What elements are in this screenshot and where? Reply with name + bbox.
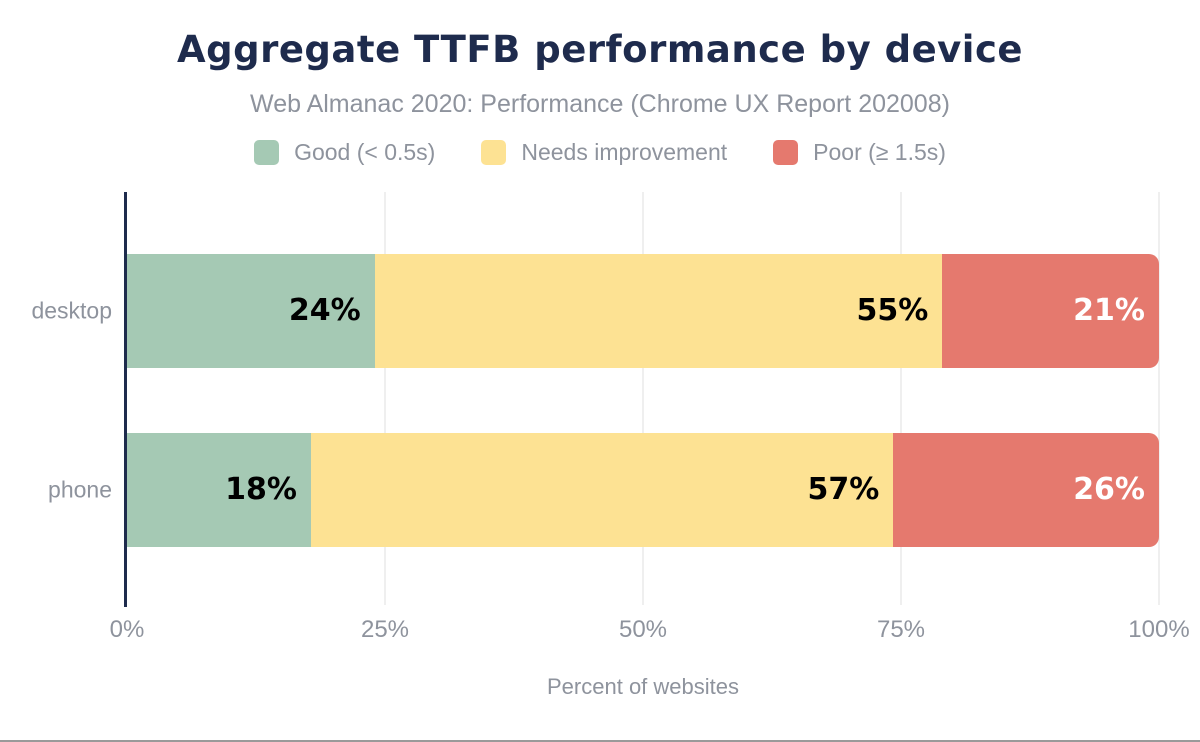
bar-segment: 24% [127,254,375,368]
bar-row: 24% 55% 21% [127,254,1159,368]
category-label: phone [48,476,112,503]
x-tick-label: 100% [1128,616,1190,643]
legend-item: Poor (≥ 1.5s) [773,140,946,165]
chart-title: Aggregate TTFB performance by device [176,28,1023,71]
bar-segment: 18% [127,433,311,547]
legend: Good (< 0.5s) Needs improvement Poor (≥ 1.… [0,140,1200,165]
gridline [900,192,902,605]
bar-value-label: 55% [856,293,929,328]
category-label: desktop [31,297,112,324]
gridline [1158,192,1160,605]
gridline [384,192,386,605]
x-axis-title: Percent of websites [547,674,739,699]
x-tick-label: 0% [109,616,145,643]
bar-value-label: 18% [225,472,297,507]
bar-segment: 57% [310,433,894,547]
bar-segment: 21% [942,254,1159,368]
x-tick-label: 75% [876,616,926,643]
y-axis-line [124,192,127,607]
bar-value-label: 24% [288,293,361,328]
bar-value-label: 26% [1073,472,1145,507]
bar-value-label: 21% [1073,293,1145,328]
x-tick-label: 25% [360,616,410,643]
frame-bottom-border [0,740,1200,742]
legend-item: Good (< 0.5s) [254,140,435,165]
bar-segment: 26% [893,433,1159,547]
legend-swatch-icon [254,140,280,165]
x-tick-label: 50% [618,616,668,643]
legend-item: Needs improvement [481,140,727,165]
gridline [642,192,644,605]
bar-segment: 55% [374,254,943,368]
legend-label: Good (< 0.5s) [294,139,436,165]
legend-label: Poor (≥ 1.5s) [813,139,946,165]
bar-row: 18% 57% 26% [127,433,1159,547]
bar-value-label: 57% [807,472,880,507]
legend-swatch-icon [481,140,507,165]
legend-label: Needs improvement [521,139,728,165]
legend-swatch-icon [773,140,799,165]
chart-subtitle: Web Almanac 2020: Performance (Chrome UX… [250,90,950,118]
